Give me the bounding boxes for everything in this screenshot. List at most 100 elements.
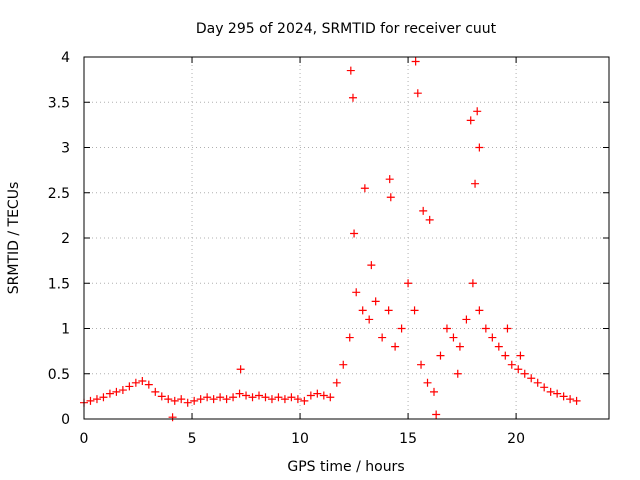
data-point: [430, 387, 438, 396]
data-point: [131, 378, 140, 387]
x-tick-label: 15: [399, 431, 417, 447]
data-point: [367, 261, 376, 270]
data-point: [385, 175, 394, 184]
x-tick-label: 10: [291, 431, 309, 447]
data-point: [559, 392, 568, 401]
data-point: [118, 386, 127, 395]
data-point: [358, 306, 367, 315]
data-point: [287, 393, 296, 402]
y-tick-label: 0: [61, 412, 70, 428]
data-point: [572, 396, 581, 405]
data-point: [168, 413, 177, 422]
data-point: [248, 393, 257, 402]
data-point: [436, 351, 445, 360]
data-point: [306, 391, 315, 400]
data-point: [384, 306, 393, 315]
data-point: [391, 342, 400, 351]
data-point: [501, 351, 510, 360]
data-point: [348, 93, 357, 102]
data-point: [280, 395, 289, 404]
data-point: [546, 387, 555, 396]
y-tick-label: 4: [61, 50, 70, 66]
data-point: [339, 360, 348, 369]
data-point: [164, 395, 173, 404]
data-point: [449, 333, 458, 342]
data-point: [425, 215, 434, 224]
data-point: [293, 395, 302, 404]
data-point: [313, 389, 322, 398]
data-point: [216, 393, 225, 402]
data-point: [170, 396, 179, 405]
data-point: [411, 57, 420, 66]
data-point: [566, 395, 575, 404]
data-point: [151, 387, 160, 396]
data-point: [350, 229, 359, 238]
data-point: [177, 395, 186, 404]
data-point: [503, 324, 512, 333]
data-point: [533, 378, 542, 387]
data-point: [255, 391, 263, 400]
data-point: [183, 398, 192, 407]
data-point: [386, 193, 395, 202]
data-point: [473, 107, 482, 116]
y-tick-label: 3.5: [48, 95, 70, 111]
data-point: [138, 376, 147, 385]
data-point: [417, 360, 426, 369]
data-point: [196, 395, 205, 404]
data-point: [442, 324, 451, 333]
data-point: [274, 393, 283, 402]
data-point: [267, 395, 276, 404]
data-point: [125, 382, 134, 391]
data-point: [481, 324, 490, 333]
data-point: [203, 393, 212, 402]
data-point: [222, 395, 231, 404]
data-point: [112, 387, 121, 396]
y-tick-label: 3: [61, 141, 70, 157]
data-point: [520, 369, 529, 378]
data-point: [261, 393, 270, 402]
data-point: [378, 333, 387, 342]
data-point: [99, 393, 108, 402]
data-point: [527, 374, 536, 383]
data-point: [423, 378, 432, 387]
data-point: [494, 342, 503, 351]
data-point: [404, 279, 413, 288]
data-point: [190, 396, 199, 405]
data-point: [144, 380, 153, 389]
data-point: [319, 391, 328, 400]
data-point: [229, 393, 238, 402]
data-point: [352, 288, 361, 297]
data-points: [80, 57, 581, 422]
data-point: [157, 392, 166, 401]
data-point: [432, 410, 441, 419]
y-tick-label: 0.5: [48, 367, 70, 383]
y-tick-label: 2: [61, 231, 70, 247]
data-point: [326, 393, 335, 402]
data-point: [475, 143, 484, 152]
data-point: [466, 116, 475, 125]
data-point: [553, 389, 562, 398]
data-point: [455, 342, 464, 351]
data-point: [471, 179, 480, 188]
data-point: [397, 324, 406, 333]
y-tick-label: 1: [61, 322, 70, 338]
data-point: [462, 315, 471, 324]
data-point: [413, 89, 422, 98]
data-point: [209, 395, 218, 404]
y-tick-label: 1.5: [48, 276, 70, 292]
data-point: [514, 365, 523, 374]
data-point: [242, 391, 251, 400]
data-point: [468, 279, 477, 288]
data-point: [410, 306, 419, 315]
data-point: [105, 389, 114, 398]
data-point: [300, 396, 309, 405]
y-axis-label: SRMTID / TECUs: [6, 182, 22, 295]
data-point: [86, 396, 95, 405]
data-point: [235, 389, 244, 398]
x-tick-label: 0: [80, 431, 89, 447]
data-point: [475, 306, 484, 315]
data-point: [488, 333, 497, 342]
chart-title: Day 295 of 2024, SRMTID for receiver cuu…: [196, 21, 497, 37]
axis-ticks: 0 5 10 15 20 0 0.5 1 1.5 2 2.5 3 3.5 4: [48, 50, 609, 447]
